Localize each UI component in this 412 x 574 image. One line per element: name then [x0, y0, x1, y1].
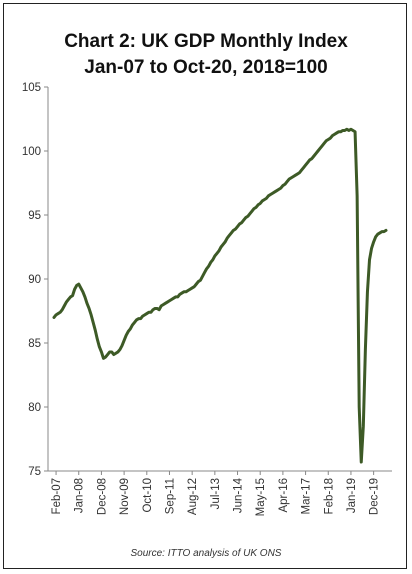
x-tick-label: Aug-12	[187, 478, 199, 515]
series-line	[52, 127, 388, 464]
x-tick-label: Dec-19	[369, 478, 381, 515]
x-tick-label: Jul-13	[210, 478, 222, 509]
x-tick-label: May-15	[255, 478, 267, 516]
x-tick-label: Dec-08	[96, 478, 108, 515]
x-tick-label: Mar-17	[301, 478, 313, 514]
y-axis-ticks: 75 80 85 90 95 100 105	[22, 82, 48, 478]
x-tick-label: Feb-18	[323, 478, 335, 514]
x-tick-label: Apr-16	[278, 478, 290, 513]
x-tick-label: Jan-19	[346, 478, 358, 513]
y-tick-label: 100	[22, 146, 41, 158]
axes	[47, 87, 392, 472]
x-tick-label: Feb-07	[51, 478, 63, 514]
chart-title: Chart 2: UK GDP Monthly Index	[64, 31, 348, 52]
y-tick-label: 85	[28, 338, 41, 350]
x-axis-ticks: Feb-07 Jan-08 Dec-08 Nov-09 Oct-10 Sep-11 Aug-…	[51, 471, 381, 516]
x-tick-label: Nov-09	[119, 478, 131, 515]
y-tick-label: 75	[28, 466, 41, 478]
y-tick-label: 80	[28, 402, 41, 414]
y-tick-label: 90	[28, 274, 41, 286]
chart-frame	[3, 3, 407, 569]
y-tick-label: 105	[22, 82, 41, 94]
x-tick-label: Oct-10	[142, 478, 154, 513]
x-tick-label: Jan-08	[74, 478, 86, 513]
chart-subtitle: Jan-07 to Oct-20, 2018=100	[84, 57, 327, 78]
chart-source: Source: ITTO analysis of UK ONS	[131, 548, 282, 559]
x-tick-label: Jun-14	[233, 477, 245, 513]
x-tick-label: Sep-11	[164, 478, 176, 514]
y-tick-label: 95	[28, 210, 41, 222]
